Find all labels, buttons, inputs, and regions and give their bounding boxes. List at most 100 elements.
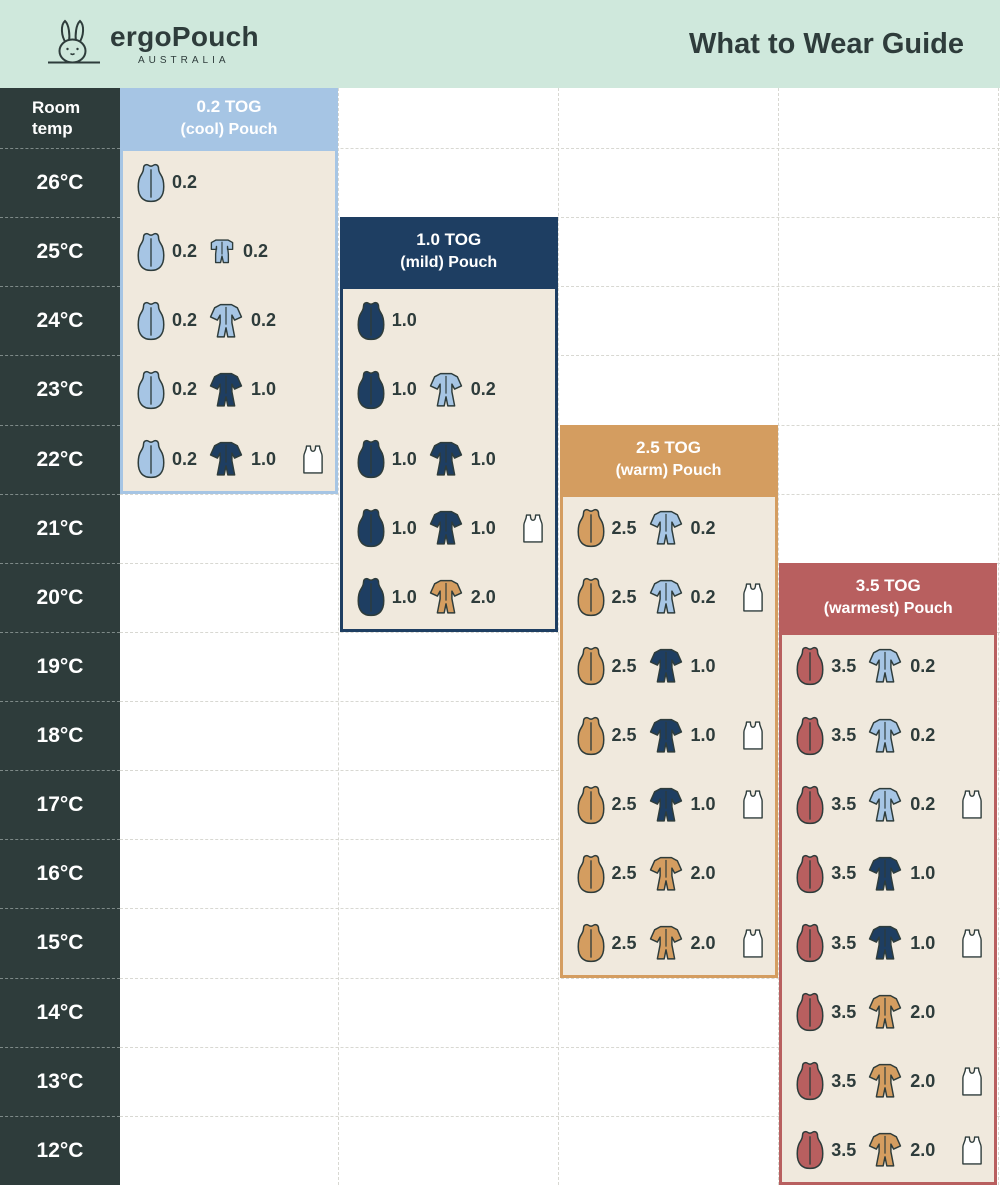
sleep-bag-icon <box>137 163 165 202</box>
temp-cell-17: 17°C <box>0 770 120 839</box>
panel-1-0-tog-header: 1.0 TOG (mild) Pouch <box>339 217 558 287</box>
tog-value: 1.0 <box>690 794 716 815</box>
tog-value: 0.2 <box>172 310 198 331</box>
onesie-icon <box>869 925 902 960</box>
outfit-item: 3.5 <box>793 1059 856 1103</box>
romper-icon <box>210 239 234 264</box>
outfit-item: 1.0 <box>864 854 935 894</box>
tog-value: 1.0 <box>690 655 716 676</box>
header-bar: ergoPouch AUSTRALIA What to Wear Guide <box>0 0 1000 88</box>
panel-2-5-tog-body: 2.5 0.2 2.5 0.2 2.5 1.0 2.5 1.0 2.5 1.0 2.5 2.0 2.5 2… <box>559 493 778 978</box>
guide-row-3-5-tog-17: 3.5 0.2 <box>782 770 994 839</box>
page-title: What to Wear Guide <box>689 27 964 60</box>
onesie-icon <box>429 442 462 476</box>
guide-row-2-5-tog-15: 2.5 2.0 <box>563 908 775 977</box>
panel-3-5-tog-header: 3.5 TOG (warmest) Pouch <box>779 562 998 632</box>
sleep-bag-icon <box>796 923 824 963</box>
outfit-item: 0.2 <box>425 370 496 410</box>
onesie-icon <box>649 856 682 891</box>
tog-value: 1.0 <box>470 448 496 469</box>
guide-row-1-0-tog-23: 1.0 0.2 <box>343 355 555 424</box>
tog-value: 0.2 <box>251 310 277 331</box>
sleep-bag-icon <box>576 578 605 617</box>
sleep-bag-icon <box>576 923 605 963</box>
guide-row-3-5-tog-16: 3.5 1.0 <box>782 839 994 908</box>
tog-value: 0.2 <box>470 379 496 400</box>
outfit-item: 3.5 <box>793 783 856 827</box>
outfit-item: 2.5 <box>574 644 637 688</box>
tog-value: 1.0 <box>391 310 417 331</box>
tog-value: 2.5 <box>611 517 637 538</box>
tog-value: 0.2 <box>243 241 269 262</box>
outfit-item: 1.0 <box>645 716 716 756</box>
outfit-item: 0.2 <box>864 785 935 825</box>
outfit-item: 1.0 <box>205 439 276 479</box>
room-temp-header: Room temp <box>0 88 120 148</box>
guide-row-3-5-tog-18: 3.5 0.2 <box>782 701 994 770</box>
outfit-item: 1.0 <box>645 785 716 825</box>
tog-value: 1.0 <box>391 586 417 607</box>
outfit-item: 1.0 <box>354 575 417 619</box>
outfit-item: 2.0 <box>864 1130 935 1170</box>
sleep-bag-icon <box>576 716 605 755</box>
temp-cell-18: 18°C <box>0 701 120 770</box>
outfit-item: 2.5 <box>574 852 637 896</box>
tog-value: 1.0 <box>391 517 417 538</box>
singlet-icon <box>962 790 983 819</box>
panel-title-line2: (warm) Pouch <box>615 461 722 479</box>
outfit-item <box>520 512 546 545</box>
tog-value: 2.0 <box>690 932 716 953</box>
onesie-icon <box>649 580 682 614</box>
outfit-item: 0.2 <box>205 301 276 341</box>
panel-2-5-tog-header: 2.5 TOG (warm) Pouch <box>559 424 778 494</box>
sleep-bag-icon <box>357 301 385 341</box>
guide-row-1-0-tog-21: 1.0 1.0 <box>343 494 555 563</box>
sleep-bag-icon <box>357 370 385 410</box>
sleep-bag-icon <box>796 647 824 686</box>
sleep-bag-icon <box>137 439 165 479</box>
onesie-icon <box>869 856 902 891</box>
tog-value: 1.0 <box>391 448 417 469</box>
sleep-bag-icon <box>137 370 165 410</box>
tog-value: 3.5 <box>831 655 857 676</box>
guide-row-2-5-tog-18: 2.5 1.0 <box>563 701 775 770</box>
panel-title-line2: (mild) Pouch <box>400 254 498 272</box>
tog-value: 0.2 <box>172 379 198 400</box>
outfit-item: 0.2 <box>864 646 935 686</box>
tog-value: 3.5 <box>831 725 857 746</box>
outfit-item <box>740 719 766 752</box>
sleep-bag-icon <box>576 647 605 686</box>
outfit-item: 2.5 <box>574 783 637 827</box>
tog-value: 0.2 <box>910 725 936 746</box>
panel-title-line2: (cool) Pouch <box>180 120 278 138</box>
temp-cell-14: 14°C <box>0 977 120 1047</box>
tog-value: 3.5 <box>831 932 857 953</box>
outfit-item: 1.0 <box>354 506 417 550</box>
guide-row-2-5-tog-17: 2.5 1.0 <box>563 770 775 839</box>
outfit-item: 1.0 <box>354 368 417 412</box>
sleep-bag-icon <box>357 509 385 548</box>
outfit-item: 0.2 <box>645 508 716 548</box>
tog-value: 1.0 <box>910 863 936 884</box>
temp-cell-23: 23°C <box>0 355 120 424</box>
temp-cell-12: 12°C <box>0 1115 120 1185</box>
panel-0-2-tog-body: 0.2 0.2 0.2 0.2 0.2 0.2 1.0 0.2 1.0 <box>120 148 338 494</box>
temp-cell-25: 25°C <box>0 217 120 286</box>
tog-value: 2.0 <box>910 1139 936 1160</box>
panel-title-line1: 2.5 TOG <box>636 437 701 457</box>
guide-row-3-5-tog-13: 3.5 2.0 <box>782 1047 994 1116</box>
outfit-item: 3.5 <box>793 990 856 1034</box>
singlet-icon <box>742 790 763 819</box>
brand-logo: ergoPouch AUSTRALIA <box>46 16 259 72</box>
sleep-bag-icon <box>796 785 824 824</box>
tog-value: 0.2 <box>172 241 198 262</box>
onesie-icon <box>869 649 902 684</box>
singlet-icon <box>522 514 543 543</box>
outfit-item: 0.2 <box>134 230 197 274</box>
temp-cell-24: 24°C <box>0 286 120 355</box>
temp-cell-15: 15°C <box>0 908 120 977</box>
tog-value: 0.2 <box>172 448 198 469</box>
tog-value: 2.5 <box>611 863 637 884</box>
brand-subtitle: AUSTRALIA <box>138 54 230 66</box>
outfit-item <box>740 581 766 614</box>
